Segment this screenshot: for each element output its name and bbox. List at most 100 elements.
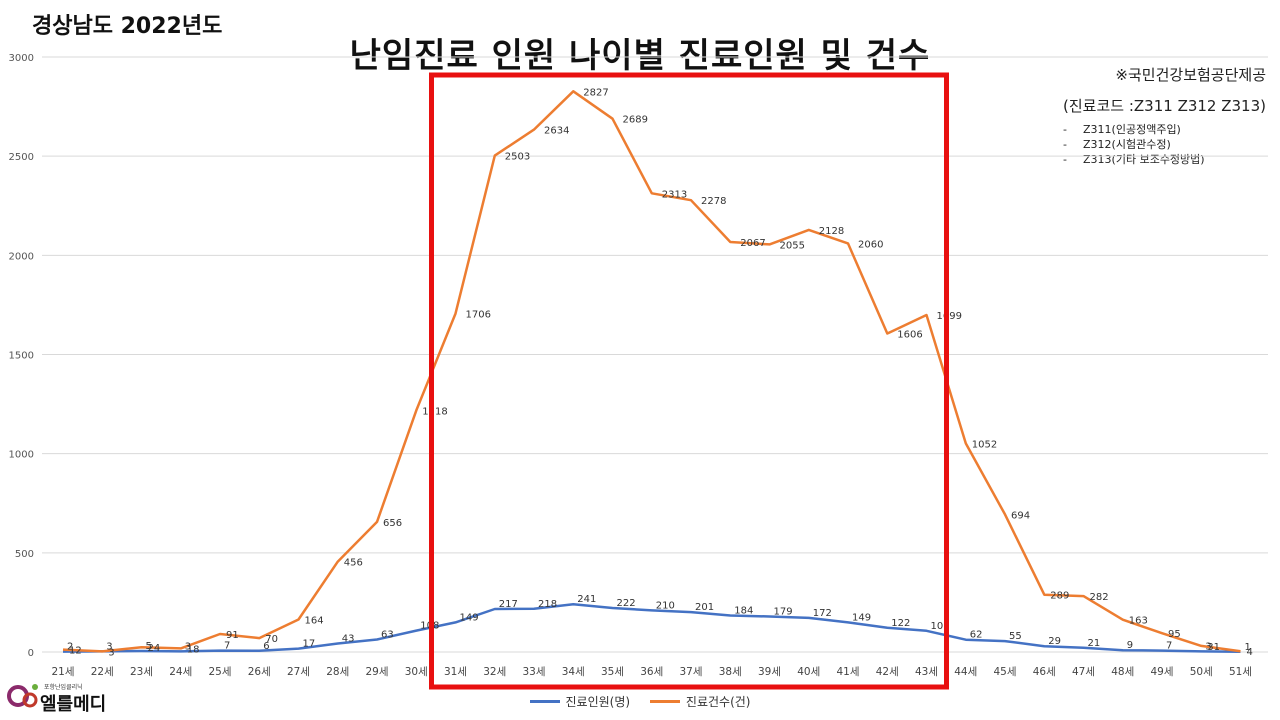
data-label: 12 bbox=[69, 646, 82, 657]
legend-swatch-orange bbox=[649, 700, 680, 703]
y-tick-label: 2000 bbox=[9, 251, 34, 262]
y-tick-label: 1000 bbox=[9, 450, 34, 461]
legend-label: 진료건수(건) bbox=[685, 695, 751, 709]
data-label: 201 bbox=[695, 602, 714, 613]
logo-mark-icon bbox=[7, 684, 38, 708]
data-label: 184 bbox=[734, 606, 753, 617]
data-label: 1052 bbox=[972, 439, 997, 450]
data-label: 24 bbox=[148, 643, 161, 654]
x-tick-label: 40세 bbox=[797, 666, 820, 678]
x-tick-label: 34세 bbox=[562, 666, 585, 678]
x-tick-label: 49세 bbox=[1150, 666, 1173, 678]
x-tick-label: 45세 bbox=[993, 666, 1016, 678]
data-label: 164 bbox=[305, 615, 324, 626]
x-tick-label: 46세 bbox=[1033, 666, 1056, 678]
data-label: 2128 bbox=[819, 226, 844, 237]
data-label: 241 bbox=[577, 594, 596, 605]
data-label: 43 bbox=[342, 633, 355, 644]
data-label: 1706 bbox=[466, 310, 491, 321]
data-label: 29 bbox=[1048, 636, 1061, 647]
x-tick-label: 47세 bbox=[1072, 666, 1095, 678]
x-tick-label: 36세 bbox=[640, 666, 663, 678]
data-label: 7 bbox=[224, 641, 230, 652]
data-label: 2055 bbox=[780, 240, 805, 251]
x-tick-label: 48세 bbox=[1111, 666, 1134, 678]
series-line bbox=[62, 602, 1241, 654]
chart-title: 난임진료 인원 나이별 진료인원 및 건수 bbox=[349, 36, 931, 76]
data-label: 95 bbox=[1168, 629, 1181, 640]
data-label: 91 bbox=[226, 630, 239, 641]
data-label: 210 bbox=[656, 600, 675, 611]
x-tick-label: 27세 bbox=[287, 666, 310, 678]
y-tick-label: 1500 bbox=[9, 351, 34, 362]
data-label: 62 bbox=[970, 630, 983, 641]
x-tick-label: 32세 bbox=[483, 666, 506, 678]
data-label: 2060 bbox=[858, 239, 883, 250]
data-label: 179 bbox=[774, 606, 793, 617]
logo-text: 엘를메디 bbox=[40, 694, 107, 715]
x-tick-label: 35세 bbox=[601, 666, 624, 678]
data-label: 694 bbox=[1011, 510, 1030, 521]
x-tick-label: 22세 bbox=[91, 666, 114, 678]
data-label: 149 bbox=[852, 612, 871, 623]
data-label: 122 bbox=[891, 618, 910, 629]
data-label: 5 bbox=[146, 641, 152, 652]
clinic-logo: 포항난임클리닉 엘를메디 bbox=[4, 680, 114, 716]
y-tick-label: 2500 bbox=[9, 152, 34, 163]
x-tick-label: 39세 bbox=[758, 666, 781, 678]
diagnosis-codes: (진료코드 :Z311 Z312 Z313) bbox=[1063, 97, 1266, 115]
data-label: 149 bbox=[460, 612, 479, 623]
data-label: 656 bbox=[383, 518, 402, 529]
x-tick-label: 28세 bbox=[326, 666, 349, 678]
x-tick-label: 31세 bbox=[444, 666, 467, 678]
data-label: 18 bbox=[187, 644, 200, 655]
data-label: 2278 bbox=[701, 196, 726, 207]
data-label: 456 bbox=[344, 558, 363, 569]
data-label: 2067 bbox=[740, 238, 765, 249]
x-tick-label: 42세 bbox=[876, 666, 899, 678]
series-line bbox=[62, 90, 1241, 653]
x-tick-label: 24세 bbox=[169, 666, 192, 678]
data-label: 282 bbox=[1090, 592, 1109, 603]
chart-legend: 진료인원(명) 진료건수(건) bbox=[0, 692, 1280, 710]
y-tick-label: 500 bbox=[15, 549, 34, 560]
data-label: 163 bbox=[1129, 616, 1148, 627]
data-label: 70 bbox=[265, 634, 278, 645]
code-item: Z312(시험관수정) bbox=[1063, 137, 1266, 152]
data-label: 21 bbox=[1088, 638, 1101, 649]
data-label: 107 bbox=[931, 621, 950, 632]
data-label: 6 bbox=[263, 641, 269, 652]
data-label: 1699 bbox=[937, 311, 962, 322]
x-tick-label: 50세 bbox=[1190, 666, 1213, 678]
y-tick-label: 3000 bbox=[9, 53, 34, 64]
legend-swatch-blue bbox=[529, 700, 560, 703]
data-label: 218 bbox=[538, 599, 557, 610]
y-tick-label: 0 bbox=[28, 648, 34, 659]
data-label: 3 bbox=[108, 647, 114, 658]
data-label: 3 bbox=[1205, 641, 1211, 652]
x-tick-label: 29세 bbox=[365, 666, 388, 678]
data-label: 2827 bbox=[583, 87, 608, 98]
highlight-box bbox=[429, 72, 949, 690]
data-label: 2313 bbox=[662, 189, 687, 200]
region-year-title: 경상남도 2022년도 bbox=[32, 14, 223, 39]
source-provider: ※국민건강보험공단제공 bbox=[1115, 66, 1266, 84]
data-label: 289 bbox=[1050, 591, 1069, 602]
data-label: 17 bbox=[303, 639, 316, 650]
data-label: 3 bbox=[185, 641, 191, 652]
data-label: 2634 bbox=[544, 126, 569, 137]
data-label: 55 bbox=[1009, 631, 1022, 642]
data-label: 7 bbox=[1166, 641, 1172, 652]
data-label: 63 bbox=[381, 630, 394, 641]
x-tick-label: 26세 bbox=[248, 666, 271, 678]
legend-label: 진료인원(명) bbox=[565, 695, 631, 709]
data-label: 1 bbox=[1245, 642, 1251, 653]
x-tick-label: 44세 bbox=[954, 666, 977, 678]
x-tick-label: 38세 bbox=[719, 666, 742, 678]
data-label: 2 bbox=[67, 642, 73, 653]
logo-subtext: 포항난임클리닉 bbox=[44, 684, 83, 691]
legend-item-cases: 진료건수(건) bbox=[649, 693, 751, 710]
x-tick-label: 51세 bbox=[1229, 666, 1252, 678]
x-tick-label: 21세 bbox=[51, 666, 74, 678]
